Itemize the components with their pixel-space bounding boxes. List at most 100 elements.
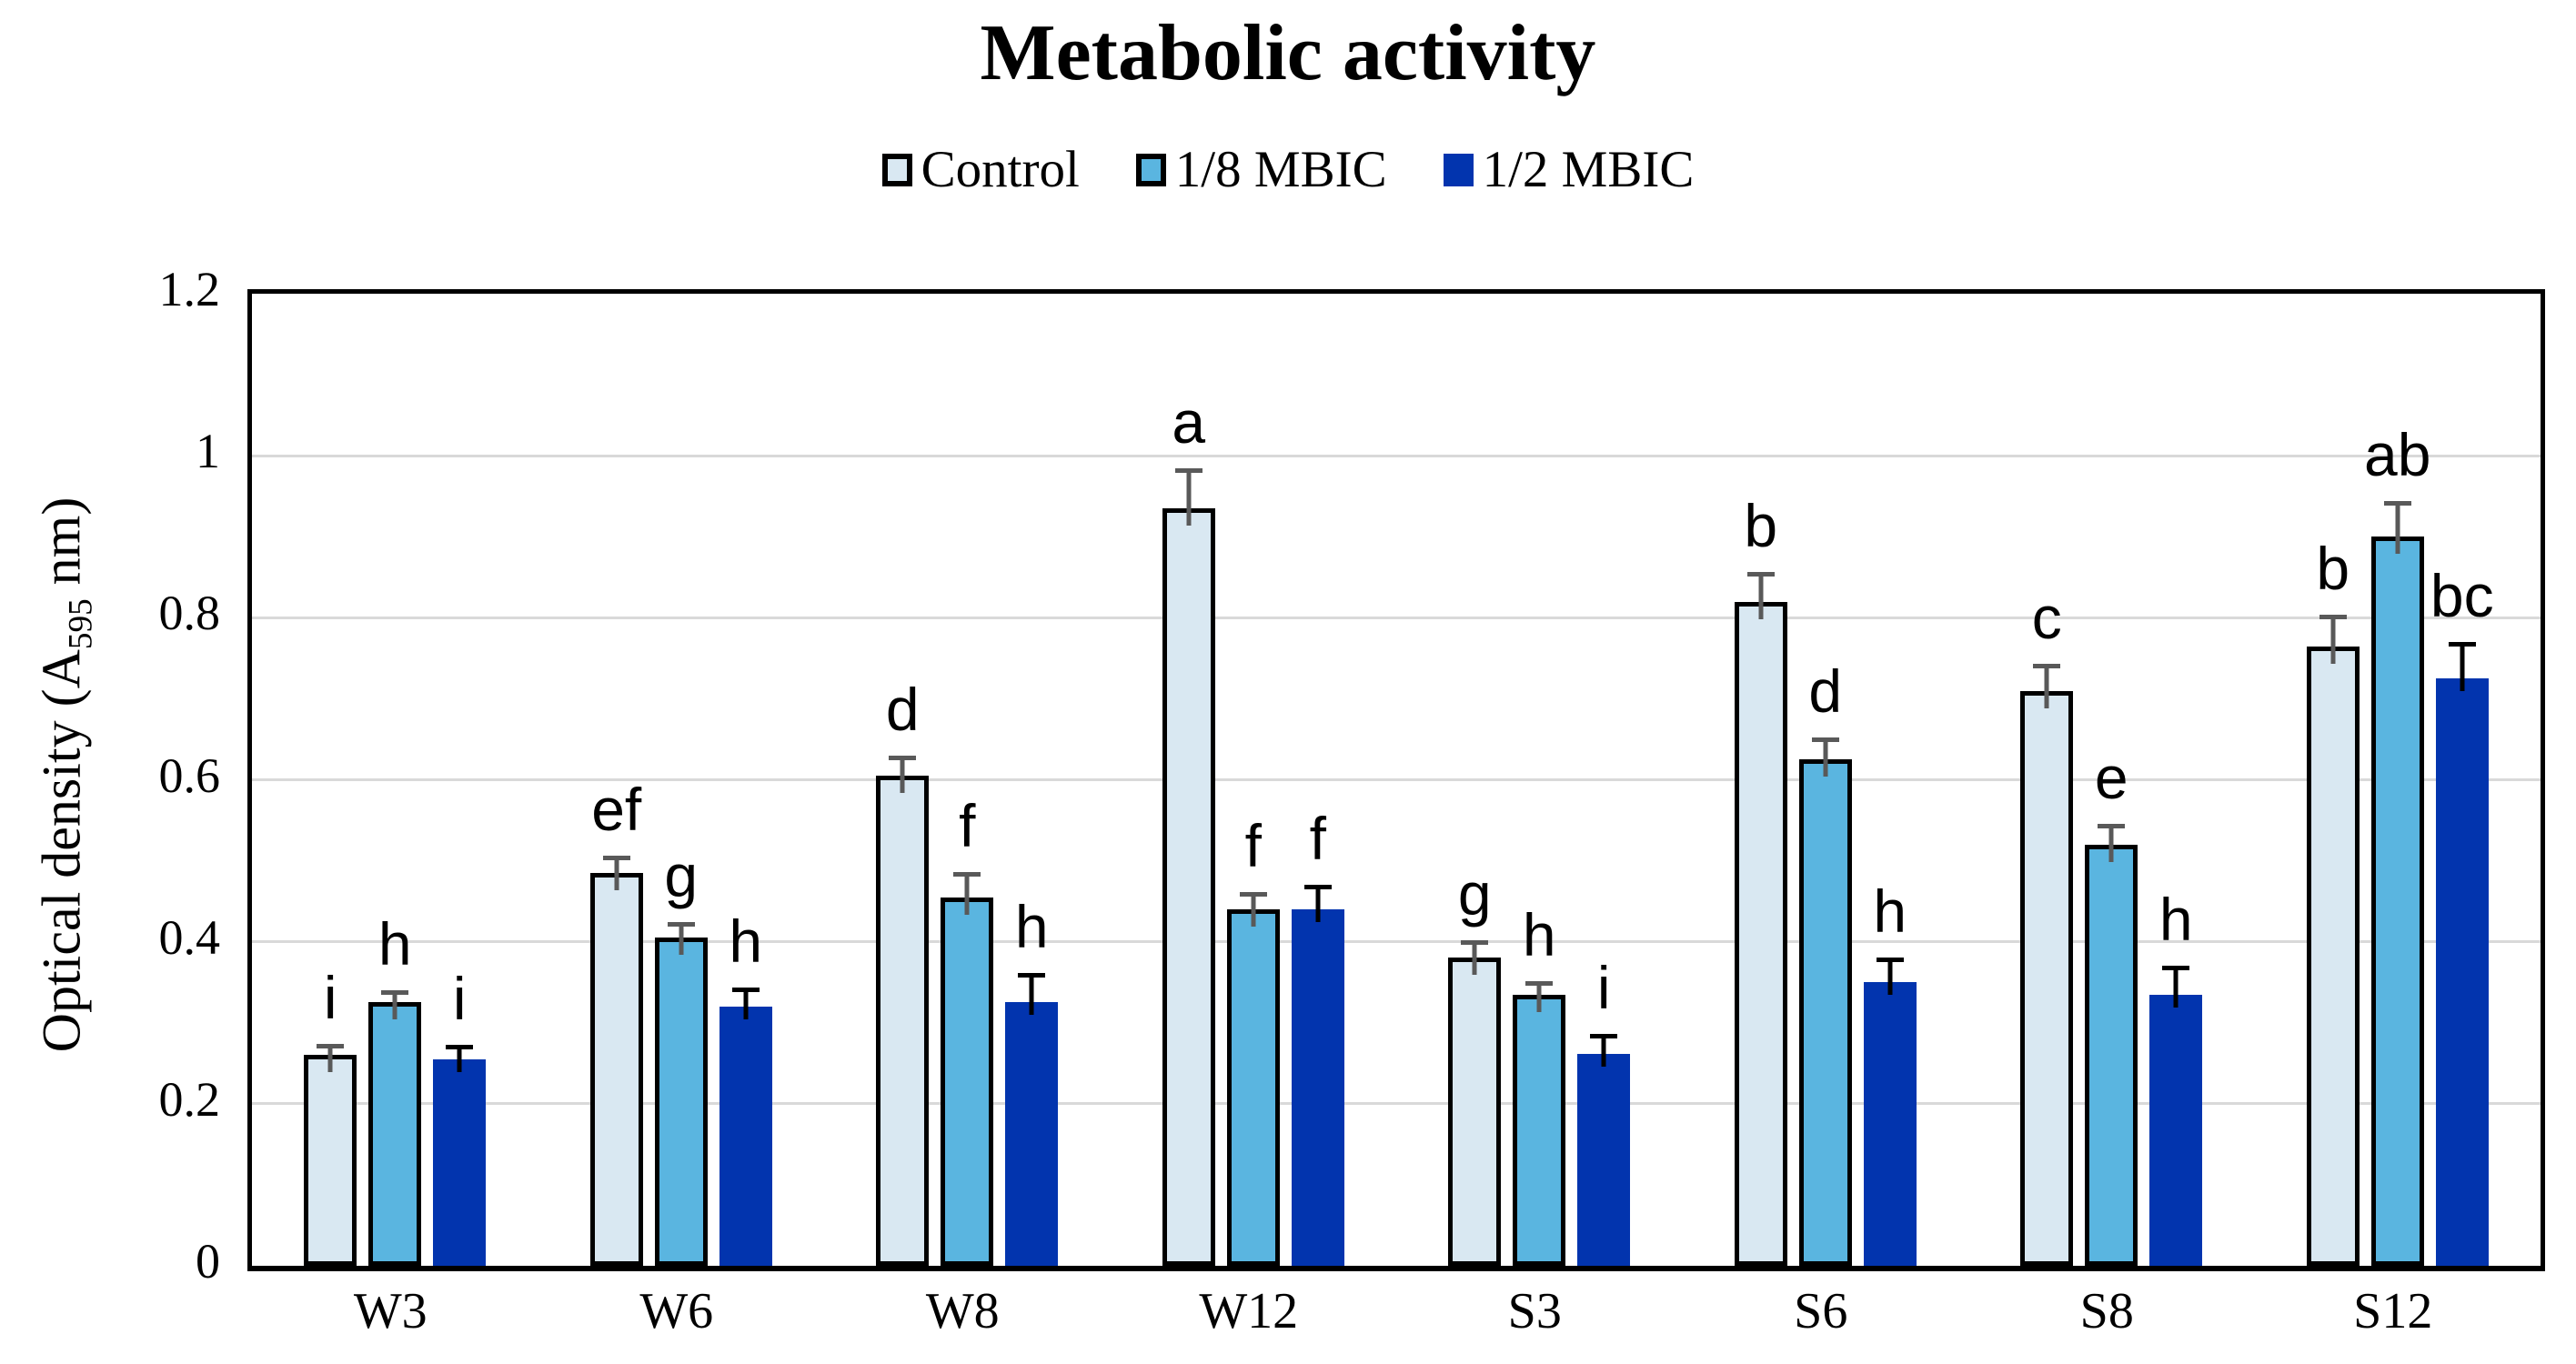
error-bar-stem <box>1823 741 1828 777</box>
y-tick-label-1: 1 <box>196 424 220 479</box>
x-tick-label-W8: W8 <box>925 1283 1000 1339</box>
legend-label-one-eighth-mbic: 1/8 MBIC <box>1174 141 1387 198</box>
error-bar-stem <box>457 1048 462 1072</box>
significance-letter-S6-b: b <box>1744 492 1778 559</box>
significance-letter-S3-h: h <box>1522 901 1556 968</box>
bar-1-2-mbic-S12: bc <box>2430 566 2494 1266</box>
bar-group-S12: b ab bc <box>2255 294 2541 1266</box>
bar-1-8-mbic-S8: e <box>2085 747 2138 1266</box>
bar-1-8-mbic-W3: h <box>368 914 422 1266</box>
error-bar-cap <box>1525 981 1554 986</box>
error-bar-cap <box>1590 1034 1618 1038</box>
error-bar-cap <box>889 756 917 760</box>
significance-letter-W3-i: i <box>452 965 467 1032</box>
x-tick-label-W12: W12 <box>1199 1283 1299 1339</box>
bar-control-W6: ef <box>589 779 643 1266</box>
x-tick-label-S3: S3 <box>1507 1283 1562 1339</box>
significance-letter-S8-h: h <box>2158 886 2193 953</box>
error-bar-cap <box>602 856 630 860</box>
bar-1-2-mbic-S8: h <box>2149 889 2203 1266</box>
error-bar-stem <box>1758 576 1764 619</box>
error-bar-stem <box>1315 888 1321 922</box>
bar-control-S8: c <box>2020 587 2074 1266</box>
error-bar-cap <box>2162 966 2190 970</box>
bar-1-2-mbic-W12: f <box>1291 808 1344 1266</box>
error-bar-stem <box>1887 961 1893 995</box>
y-tick-label-1.2: 1.2 <box>158 262 221 316</box>
significance-letter-W8-h: h <box>1014 893 1049 960</box>
bar-1-2-mbic-W6: h <box>719 911 772 1266</box>
bar-1-8-mbic-W6: g <box>654 846 708 1266</box>
x-tick-label-S12: S12 <box>2353 1283 2433 1339</box>
error-bar-stem <box>614 859 619 890</box>
legend-swatch-control-icon <box>881 153 912 186</box>
significance-letter-S3-g: g <box>1457 860 1492 928</box>
error-bar-stem <box>392 994 397 1019</box>
bar-1-8-mbic-W12: f <box>1226 816 1280 1266</box>
legend-item-control: Control <box>881 141 1080 198</box>
x-tick-label-W6: W6 <box>639 1283 714 1339</box>
error-bar-cap <box>731 988 760 992</box>
error-bar-cap <box>2319 615 2347 619</box>
bar-group-W6: ef g h <box>538 294 825 1266</box>
bar-1-8-mbic-S3: h <box>1513 905 1566 1266</box>
error-bar-cap <box>1303 885 1332 889</box>
bar-1-8-mbic-S6: d <box>1798 661 1852 1266</box>
bar-control-W3: i <box>304 968 357 1266</box>
error-bar-stem <box>964 876 970 915</box>
error-bar-stem <box>1029 977 1034 1015</box>
legend-item-one-eighth-mbic: 1/8 MBIC <box>1135 141 1387 198</box>
legend-label-control: Control <box>921 141 1080 198</box>
bar-group-S8: c e h <box>1968 294 2255 1266</box>
significance-letter-W12-a: a <box>1172 388 1206 456</box>
significance-letter-S12-ab: ab <box>2364 421 2431 488</box>
gridline-0.2 <box>252 1102 2541 1106</box>
error-bar-stem <box>1186 472 1192 526</box>
y-axis-title-text: Optical density (A <box>31 649 92 1053</box>
error-bar-cap <box>2033 664 2061 668</box>
y-tick-label-0.8: 0.8 <box>158 586 221 641</box>
gridline-0.8 <box>252 616 2541 619</box>
error-bar-stem <box>900 759 905 793</box>
y-tick-label-0.6: 0.6 <box>158 747 221 803</box>
significance-letter-W8-d: d <box>885 676 920 743</box>
chart-title: Metabolic activity <box>980 9 1596 97</box>
error-bar-stem <box>1472 944 1477 975</box>
y-tick-label-0: 0 <box>196 1234 220 1289</box>
significance-letter-W6-h: h <box>729 908 763 975</box>
significance-letter-W3-h: h <box>377 910 412 978</box>
error-bar-cap <box>1174 468 1202 473</box>
legend-item-one-half-mbic: 1/2 MBIC <box>1443 144 1694 196</box>
significance-letter-S8-c: c <box>2031 584 2062 651</box>
error-bar-stem <box>1251 896 1256 927</box>
bar-1-2-mbic-S6: h <box>1863 881 1917 1266</box>
error-bar-stem <box>2173 969 2179 1008</box>
x-tick-label-S8: S8 <box>2079 1283 2134 1339</box>
significance-letter-W8-f: f <box>959 792 976 859</box>
bar-1-8-mbic-W8: f <box>941 796 994 1266</box>
bar-control-S12: b <box>2306 538 2360 1266</box>
significance-letter-S12-bc: bc <box>2430 562 2494 629</box>
error-bar-stem <box>743 991 749 1019</box>
error-bar-cap <box>381 990 409 995</box>
bar-control-W8: d <box>876 679 930 1266</box>
y-tick-label-0.4: 0.4 <box>158 909 221 965</box>
error-bar-stem <box>2044 667 2049 708</box>
bar-1-2-mbic-S3: i <box>1577 958 1631 1266</box>
bar-control-S6: b <box>1734 496 1787 1266</box>
error-bar-stem <box>679 926 684 955</box>
error-bar-cap <box>2098 824 2126 828</box>
x-tick-label-S6: S6 <box>1794 1283 1848 1339</box>
error-bar-stem <box>2395 505 2400 554</box>
error-bar-stem <box>2330 618 2336 664</box>
significance-letter-W3-i: i <box>323 964 337 1031</box>
error-bar-cap <box>667 922 695 927</box>
legend-swatch-one-half-mbic-icon <box>1443 153 1474 186</box>
error-bar-cap <box>446 1045 474 1049</box>
gridline-0.6 <box>252 778 2541 781</box>
